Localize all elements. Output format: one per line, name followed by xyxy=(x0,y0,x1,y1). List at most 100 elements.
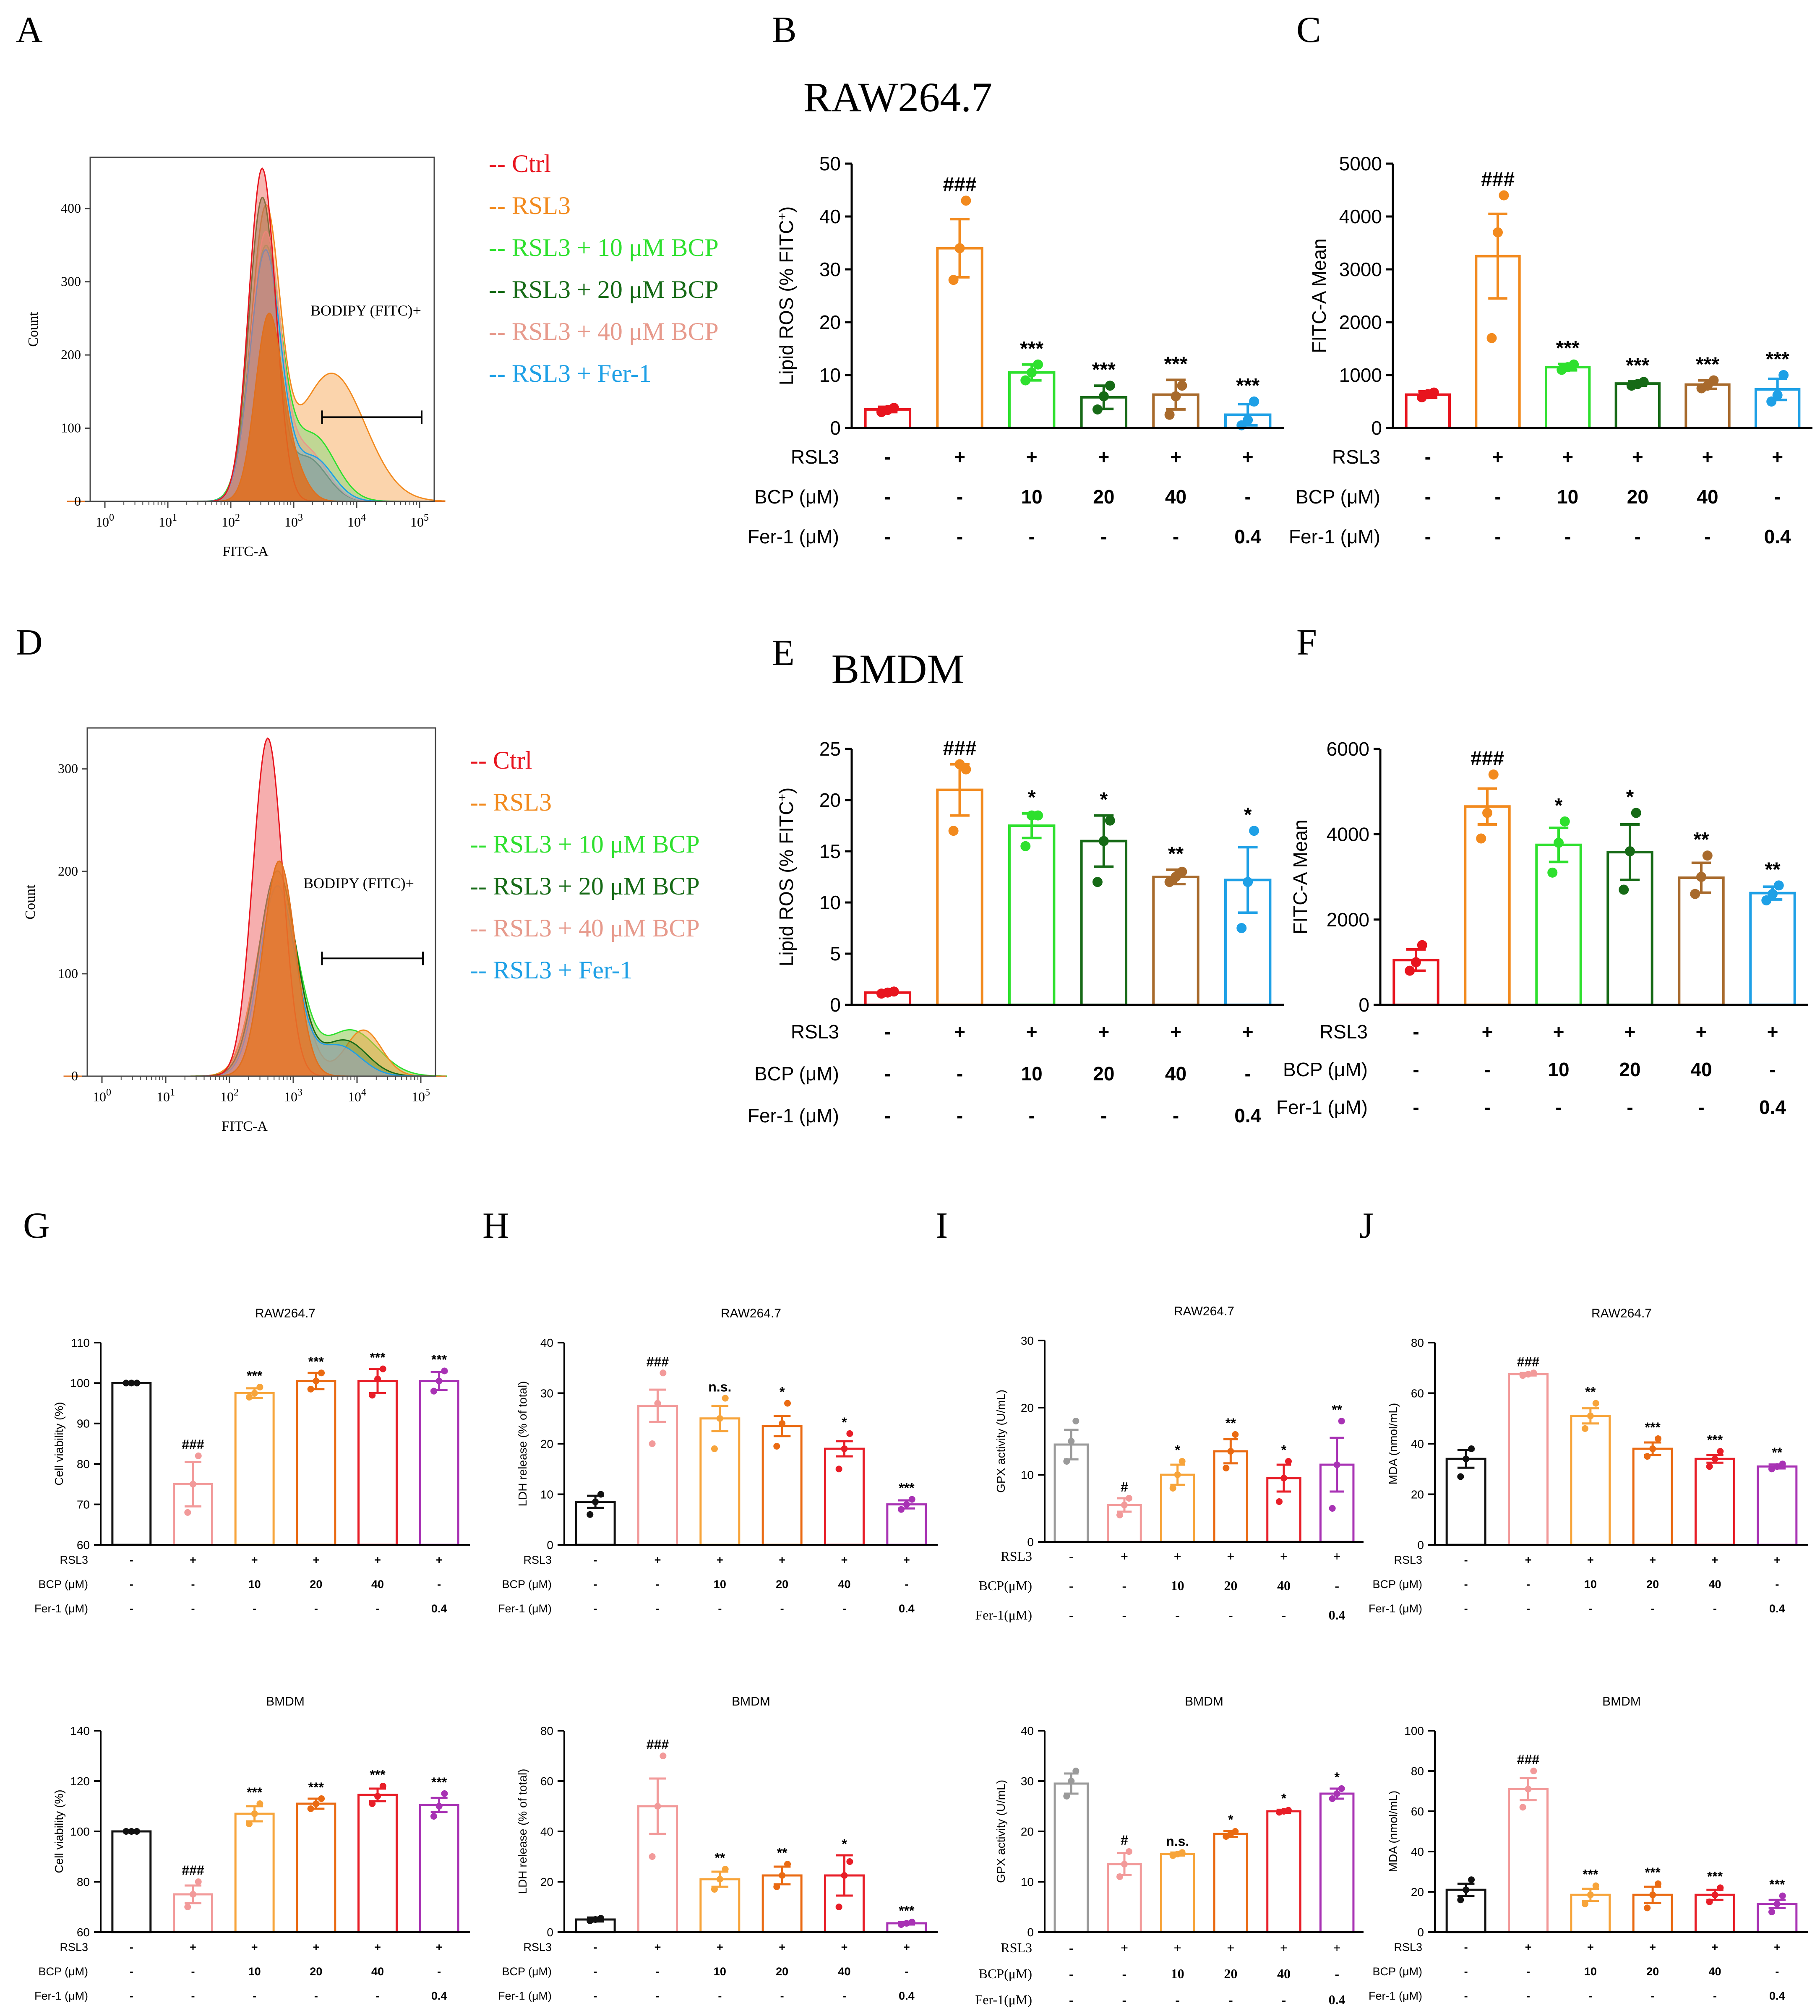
x-tick-label: 101 xyxy=(159,512,177,529)
data-point xyxy=(441,1790,448,1797)
data-point xyxy=(587,1917,594,1924)
row-label: Fer-1 (μM) xyxy=(34,1990,88,2002)
bar-chart-G2: BMDM ### *** *** *** *** 60 80 100 120 140 Cell via… xyxy=(34,1695,470,2002)
significance-label: * xyxy=(1228,1812,1233,1827)
row-value: - xyxy=(1635,526,1641,548)
row-value: - xyxy=(957,1105,963,1127)
histogram-frame xyxy=(86,727,436,1077)
data-point xyxy=(592,1498,599,1505)
data-point xyxy=(1033,359,1043,370)
data-point xyxy=(190,1481,196,1488)
row-value: - xyxy=(884,1021,891,1043)
significance-label: ### xyxy=(647,1737,669,1752)
y-axis-label: Count xyxy=(26,312,41,347)
row-value: - xyxy=(594,1941,597,1953)
data-point xyxy=(1717,1448,1724,1455)
row-value: - xyxy=(1335,1578,1339,1593)
data-point xyxy=(1488,769,1499,780)
row-value: + xyxy=(1767,1021,1778,1043)
data-point xyxy=(1499,190,1509,201)
y-tick-label: 4000 xyxy=(1327,823,1369,845)
bar xyxy=(1508,1373,1549,1546)
significance-label: *** xyxy=(431,1352,447,1367)
significance-label: ### xyxy=(943,738,976,760)
data-point xyxy=(1280,1475,1287,1481)
row-value: + xyxy=(1492,446,1504,468)
row-label: Fer-1 (μM) xyxy=(1289,526,1380,548)
data-point xyxy=(1411,957,1421,968)
row-value: - xyxy=(1069,1992,1074,2007)
data-point xyxy=(435,1377,443,1385)
y-tick-label: 40 xyxy=(540,1825,553,1838)
y-tick-label: 60 xyxy=(1411,1387,1424,1400)
row-value: - xyxy=(130,1965,133,1978)
y-axis-label: LDH release (% of total) xyxy=(516,1381,529,1507)
y-tick-label: 20 xyxy=(1411,1488,1424,1501)
data-point xyxy=(1333,1790,1340,1797)
data-point xyxy=(597,1915,605,1922)
data-point xyxy=(1429,387,1439,398)
significance-label: ** xyxy=(1772,1445,1782,1460)
row-label: Fer-1 (μM) xyxy=(1276,1096,1368,1118)
row-value: - xyxy=(957,526,963,548)
row-value: + xyxy=(1587,1941,1594,1953)
y-tick-label: 70 xyxy=(77,1498,90,1511)
data-point xyxy=(1468,1445,1475,1453)
row-value: + xyxy=(1227,1549,1234,1564)
y-tick-label: 25 xyxy=(819,738,841,760)
data-point xyxy=(1164,409,1175,420)
data-point xyxy=(660,1369,667,1377)
row-label: Fer-1 (μM) xyxy=(1369,1602,1422,1615)
row-value: - xyxy=(191,1990,195,2002)
data-point xyxy=(1405,965,1415,976)
data-point xyxy=(1338,1418,1345,1424)
bar xyxy=(419,1380,459,1546)
row-value: 0.4 xyxy=(899,1602,915,1615)
y-axis-label: MDA (nmol/mL) xyxy=(1387,1403,1400,1484)
row-value: + xyxy=(654,1941,661,1953)
data-point xyxy=(1068,1778,1075,1784)
significance-label: ** xyxy=(1332,1402,1342,1417)
row-value: - xyxy=(1069,1940,1074,1955)
row-label: BCP(μM) xyxy=(979,1578,1032,1593)
data-point xyxy=(1338,1785,1345,1792)
data-point xyxy=(1098,836,1109,846)
significance-label: *** xyxy=(899,1481,915,1496)
row-value: - xyxy=(1555,1096,1562,1118)
significance-label: * xyxy=(842,1836,847,1852)
data-point xyxy=(846,1430,853,1437)
significance-label: *** xyxy=(370,1767,386,1782)
bar xyxy=(357,1380,398,1546)
y-tick-label: 100 xyxy=(61,420,81,436)
y-tick-label: 30 xyxy=(1021,1775,1034,1788)
y-tick-label: 30 xyxy=(1021,1334,1034,1347)
row-value: + xyxy=(436,1941,443,1953)
data-point xyxy=(1063,1458,1070,1465)
y-tick-label: 5000 xyxy=(1339,153,1382,175)
row-value: + xyxy=(1712,1941,1718,1953)
bar xyxy=(234,1392,275,1546)
y-axis-label: Cell viability (%) xyxy=(52,1402,65,1485)
data-point xyxy=(1098,391,1109,402)
row-value: - xyxy=(1413,1021,1419,1043)
data-point xyxy=(1285,1807,1292,1814)
y-tick-label: 2000 xyxy=(1327,909,1369,931)
row-value: 40 xyxy=(371,1965,384,1978)
significance-label: *** xyxy=(308,1780,324,1795)
data-point xyxy=(1125,1848,1132,1855)
y-tick-label: 20 xyxy=(1411,1886,1424,1899)
row-label: RSL3 xyxy=(523,1554,552,1566)
data-point xyxy=(835,1904,842,1910)
data-point xyxy=(1706,1463,1713,1470)
row-value: - xyxy=(594,1554,597,1566)
row-value: 10 xyxy=(1584,1965,1597,1978)
row-value: 20 xyxy=(1646,1578,1659,1591)
significance-label: *** xyxy=(308,1354,324,1369)
significance-label: ### xyxy=(1471,748,1504,770)
row-value: - xyxy=(130,1578,133,1591)
row-label: BCP (μM) xyxy=(502,1578,552,1591)
significance-label: ** xyxy=(714,1850,725,1865)
y-tick-label: 80 xyxy=(77,1875,90,1888)
data-point xyxy=(711,1886,718,1893)
